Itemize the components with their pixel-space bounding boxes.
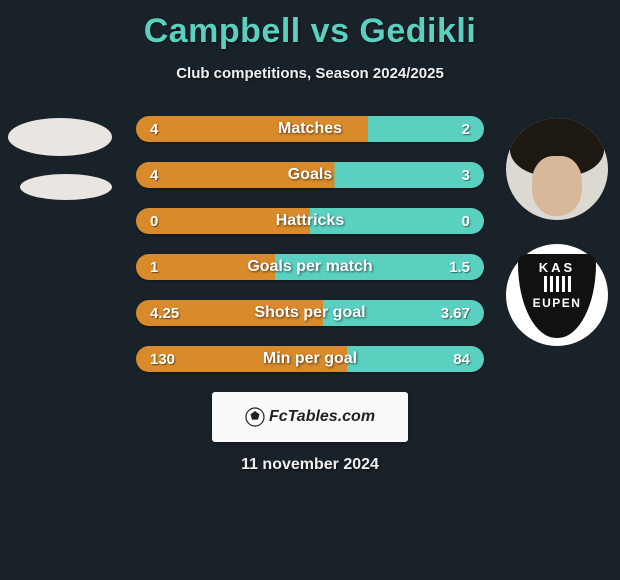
right-player-column: KAS EUPEN xyxy=(506,118,612,346)
stat-label: Hattricks xyxy=(136,212,484,230)
stat-row: 1Goals per match1.5 xyxy=(136,254,484,280)
club-right-line1: KAS xyxy=(539,260,575,275)
stat-label: Goals per match xyxy=(136,258,484,276)
stat-row: 4Matches2 xyxy=(136,116,484,142)
soccer-ball-icon xyxy=(245,407,265,427)
stat-value-right: 1.5 xyxy=(449,259,470,276)
club-right-line2: EUPEN xyxy=(533,296,582,310)
club-left-badge-placeholder xyxy=(20,174,112,200)
player-right-photo xyxy=(506,118,608,220)
stat-row: 4Goals3 xyxy=(136,162,484,188)
stat-row: 130Min per goal84 xyxy=(136,346,484,372)
page-title: Campbell vs Gedikli xyxy=(0,0,620,51)
brand-text: FcTables.com xyxy=(269,408,375,426)
date-text: 11 november 2024 xyxy=(0,456,620,474)
stat-value-right: 0 xyxy=(462,213,470,230)
stat-value-right: 84 xyxy=(453,351,470,368)
club-right-badge: KAS EUPEN xyxy=(506,244,608,346)
stat-label: Goals xyxy=(136,166,484,184)
player-left-photo-placeholder xyxy=(8,118,112,156)
stat-value-right: 3 xyxy=(462,167,470,184)
brand-badge: FcTables.com xyxy=(212,392,408,442)
stat-row: 4.25Shots per goal3.67 xyxy=(136,300,484,326)
stat-value-right: 2 xyxy=(462,121,470,138)
stat-bars: 4Matches2 4Goals3 0Hattricks0 1Goals per ma… xyxy=(136,116,484,392)
subtitle: Club competitions, Season 2024/2025 xyxy=(0,65,620,82)
stat-row: 0Hattricks0 xyxy=(136,208,484,234)
stat-label: Min per goal xyxy=(136,350,484,368)
stat-value-right: 3.67 xyxy=(441,305,470,322)
stat-label: Shots per goal xyxy=(136,304,484,322)
left-player-column xyxy=(8,118,114,218)
stat-label: Matches xyxy=(136,120,484,138)
